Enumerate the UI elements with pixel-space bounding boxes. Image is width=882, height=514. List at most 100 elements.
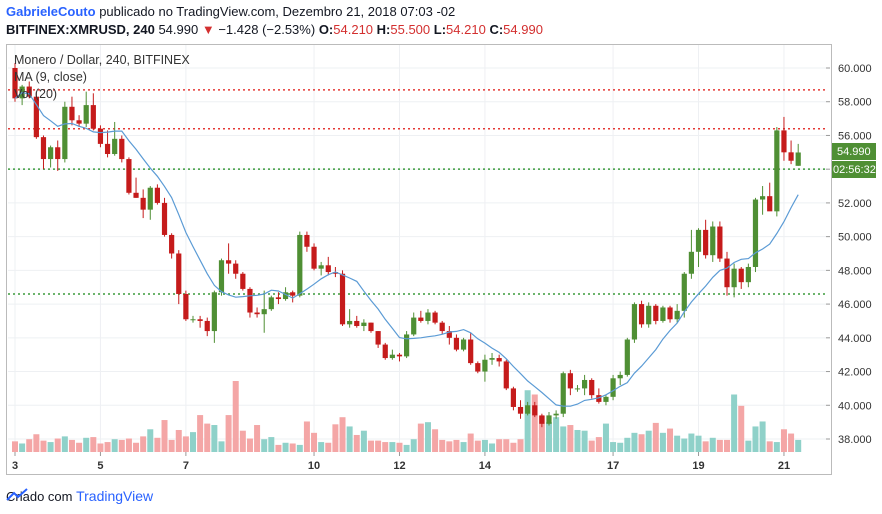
candle-body xyxy=(453,337,460,350)
ma-line xyxy=(14,91,799,407)
volume-bar xyxy=(147,429,154,452)
author-link[interactable]: GabrieleCouto xyxy=(6,4,96,19)
footer: Criado com TradingView xyxy=(6,488,153,504)
symbol-text: BITFINEX:XMRUSD, 240 xyxy=(6,22,155,37)
candle-body xyxy=(218,260,225,293)
legend-vol: Vol (20) xyxy=(14,87,57,101)
volume-bar xyxy=(674,435,681,452)
volume-bar xyxy=(538,415,545,452)
candle-body xyxy=(653,305,659,321)
candle-body xyxy=(667,307,673,320)
low-value: 54.210 xyxy=(446,22,486,37)
candle-body xyxy=(731,268,737,288)
candle-body xyxy=(582,379,588,389)
close-value: 54.990 xyxy=(503,22,543,37)
volume-bar xyxy=(617,442,624,452)
high-label: H: xyxy=(376,22,391,37)
volume-bar xyxy=(118,439,125,452)
candle-body xyxy=(226,260,232,264)
volume-bars xyxy=(12,381,802,452)
volume-bar xyxy=(503,439,510,452)
candle-body xyxy=(496,358,502,362)
candle-body xyxy=(83,105,89,124)
candle-body xyxy=(404,334,410,357)
volume-bar xyxy=(795,439,802,452)
volume-bar xyxy=(524,390,531,452)
candle-body xyxy=(275,297,282,300)
price-axis: 38.000 40.000 42.000 44.000 46.000 48.000 50.0… xyxy=(826,63,872,446)
low-label: L: xyxy=(433,22,447,37)
chart-frame[interactable] xyxy=(6,44,832,475)
candle-body xyxy=(197,319,203,321)
candle-body xyxy=(325,265,331,273)
candle-body xyxy=(617,374,623,379)
candle-body xyxy=(646,305,652,325)
volume-bar xyxy=(496,439,503,452)
volume-bar xyxy=(389,442,396,452)
last-price-label: 54.990 xyxy=(837,146,871,158)
volume-bar xyxy=(311,432,318,452)
volume-bar xyxy=(517,439,524,452)
volume-bar xyxy=(709,437,716,452)
countdown-label: 02:56:32 xyxy=(833,164,876,176)
candle-body xyxy=(738,268,744,283)
candle-body xyxy=(468,339,474,364)
x-tick-label: 7 xyxy=(183,460,189,472)
legend-ma: MA (9, close) xyxy=(14,70,87,84)
volume-bar xyxy=(161,420,168,452)
tradingview-link[interactable]: TradingView xyxy=(76,488,154,504)
volume-bar xyxy=(26,439,33,452)
candle-body xyxy=(560,373,566,414)
candle-body xyxy=(610,378,616,397)
volume-bar xyxy=(403,444,410,452)
y-tick-label: 38.000 xyxy=(838,434,872,446)
candle-body xyxy=(282,292,289,300)
volume-bar xyxy=(724,439,730,452)
candle-body xyxy=(418,317,424,321)
volume-bar xyxy=(595,437,602,452)
candle-body xyxy=(176,253,182,294)
volume-bar xyxy=(190,432,196,452)
volume-bar xyxy=(560,426,567,452)
volume-bar xyxy=(446,441,453,452)
volume-bar xyxy=(738,405,745,452)
volume-bar xyxy=(531,394,538,452)
chart-legend: Monero / Dollar, 240, BITFINEX MA (9, cl… xyxy=(14,53,190,101)
candles xyxy=(12,62,801,428)
volume-bar xyxy=(76,442,83,452)
candle-body xyxy=(532,405,538,416)
candle-body xyxy=(546,415,552,424)
candle-body xyxy=(26,86,32,97)
candle-body xyxy=(233,263,239,274)
volume-bar xyxy=(574,429,581,452)
candle-body xyxy=(240,273,246,289)
candle-body xyxy=(503,361,509,389)
volume-bar xyxy=(303,421,310,452)
volume-bar xyxy=(481,439,488,452)
volume-bar xyxy=(289,443,296,452)
price-change: −1.428 (−2.53%) xyxy=(218,22,316,37)
candle-body xyxy=(674,310,680,320)
countdown-tag xyxy=(832,161,876,178)
volume-bar xyxy=(396,442,403,452)
candle-body xyxy=(69,106,75,121)
volume-bar xyxy=(104,442,111,452)
candle-body xyxy=(40,137,47,160)
volume-bar xyxy=(12,441,18,452)
candle-body xyxy=(290,292,296,296)
volume-bar xyxy=(332,424,339,452)
candle-body xyxy=(354,320,360,327)
candle-body xyxy=(55,147,61,160)
volume-bar xyxy=(645,430,652,452)
volume-bar xyxy=(652,422,659,452)
candle-body xyxy=(62,106,68,160)
y-tick-label: 42.000 xyxy=(838,367,872,379)
volume-bar xyxy=(638,434,645,452)
candle-body xyxy=(460,339,467,350)
volume-bar xyxy=(759,421,766,452)
volume-bar xyxy=(752,426,759,452)
candle-body xyxy=(439,322,445,332)
candle-body xyxy=(254,312,260,315)
x-tick-label: 14 xyxy=(479,460,492,472)
